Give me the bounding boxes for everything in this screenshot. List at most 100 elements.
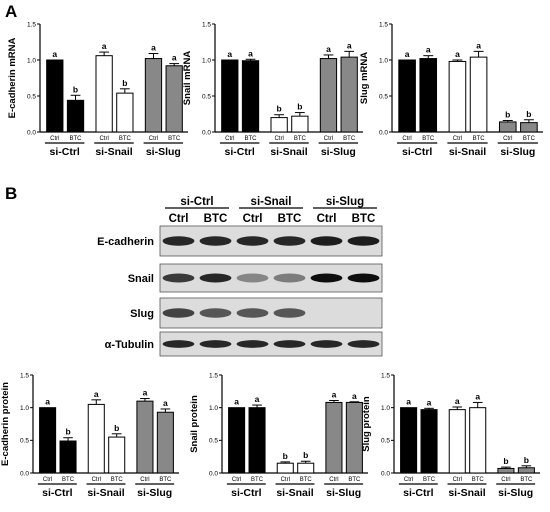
category-label: BTC (294, 136, 307, 142)
group-label: si-Snail (87, 487, 124, 499)
y-tick-label: 1.0 (379, 57, 388, 64)
category-label: BTC (472, 477, 485, 483)
blot-lane-label: Ctrl (243, 213, 263, 225)
blot-group-label: si-Ctrl (180, 196, 213, 208)
significance-letter: a (255, 394, 260, 404)
category-label: Ctrl (92, 477, 101, 483)
significance-letter: a (455, 49, 460, 59)
bar (297, 462, 315, 474)
y-tick-label: 0.5 (381, 438, 390, 445)
group-label: si-Ctrl (403, 487, 433, 499)
blot-band (236, 340, 269, 348)
group-label: si-Slug (146, 146, 181, 158)
significance-letter: a (455, 396, 460, 406)
significance-letter: a (326, 44, 331, 54)
blot-band (273, 273, 306, 283)
blot-band (347, 340, 380, 348)
category-label: BTC (159, 477, 172, 483)
bar (156, 411, 174, 474)
bar (400, 407, 418, 474)
significance-letter: a (94, 389, 99, 399)
group-label: si-Ctrl (49, 146, 79, 158)
bar (420, 409, 438, 474)
blot-band (162, 236, 195, 246)
bar (398, 59, 416, 133)
blot-band (236, 236, 269, 246)
bar (228, 407, 246, 474)
significance-letter: b (65, 427, 70, 437)
significance-letter: a (172, 53, 177, 63)
bar (345, 401, 363, 474)
bar (498, 121, 517, 133)
blot-band (310, 340, 343, 348)
significance-letter: a (347, 40, 352, 50)
blot-band (347, 236, 380, 246)
significance-letter: a (163, 398, 168, 408)
y-tick-label: 1.5 (379, 21, 388, 28)
significance-letter: b (505, 109, 510, 119)
y-tick-label: 0.5 (20, 438, 29, 445)
bar (165, 65, 183, 133)
category-label: BTC (62, 477, 75, 483)
bar (291, 115, 309, 133)
blot-band (273, 340, 306, 348)
bar (59, 440, 77, 474)
significance-letter: b (277, 104, 282, 114)
group-label: si-Slug (498, 487, 533, 499)
group-label: si-Slug (326, 487, 361, 499)
category-label: BTC (520, 477, 533, 483)
bar-chart-3: 0.0 0.5 1.0 1.5 Slug mRNA a Ctrl a BTC a Ctrl a BTC b… (359, 21, 543, 158)
category-label: BTC (343, 136, 356, 142)
blot-band (162, 308, 195, 318)
group-label: si-Snail (270, 146, 307, 158)
blot-band (199, 340, 232, 348)
category-label: BTC (473, 136, 486, 142)
group-label: si-Ctrl (402, 146, 432, 158)
blot-band (310, 236, 343, 246)
bar (469, 56, 488, 133)
significance-letter: a (476, 40, 481, 50)
western-blot: si-Ctrl si-Snail si-Slug Ctrl BTC Ctrl BTC Ctrl… (97, 196, 383, 357)
blot-band (347, 273, 380, 283)
y-tick-label: 0.0 (20, 470, 29, 477)
bar (87, 403, 105, 474)
blot-band (199, 236, 232, 246)
blot-row-label: E-cadherin (97, 236, 154, 248)
y-tick-label: 0.0 (27, 129, 36, 136)
significance-letter: a (227, 49, 232, 59)
category-label: Ctrl (50, 136, 59, 142)
significance-letter: b (297, 102, 302, 112)
category-label: Ctrl (43, 477, 52, 483)
category-label: BTC (422, 136, 435, 142)
significance-letter: b (114, 423, 119, 433)
significance-letter: a (406, 397, 411, 407)
significance-letter: a (248, 48, 253, 58)
blot-strip (159, 225, 383, 257)
bar (108, 436, 126, 474)
blot-band (199, 308, 232, 318)
category-label: BTC (423, 477, 436, 483)
panel-label-a: A (5, 2, 17, 21)
bar (270, 117, 288, 133)
category-label: Ctrl (329, 477, 338, 483)
category-label: Ctrl (149, 136, 158, 142)
significance-letter: a (427, 397, 432, 407)
significance-letter: b (524, 455, 529, 465)
bar (95, 55, 113, 133)
y-axis-title: Slug mRNA (359, 52, 370, 104)
blot-band (310, 273, 343, 283)
significance-letter: a (352, 391, 357, 401)
bar (39, 407, 57, 474)
bar (497, 467, 515, 474)
category-label: Ctrl (99, 136, 108, 142)
y-tick-label: 1.0 (209, 405, 218, 412)
significance-letter: a (45, 397, 50, 407)
group-label: si-Slug (137, 487, 172, 499)
y-tick-label: 1.0 (27, 57, 36, 64)
group-label: si-Snail (276, 487, 313, 499)
significance-letter: a (102, 41, 107, 51)
bar (469, 407, 487, 474)
y-tick-label: 0.0 (381, 470, 390, 477)
blot-lane-label: BTC (352, 213, 376, 225)
y-tick-label: 1.0 (202, 57, 211, 64)
